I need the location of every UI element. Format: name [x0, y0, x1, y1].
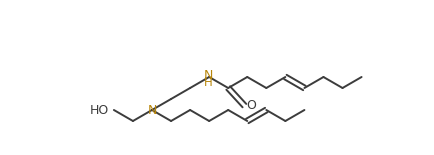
Text: HO: HO — [89, 104, 108, 117]
Text: H: H — [203, 77, 212, 89]
Text: N: N — [203, 69, 212, 82]
Text: O: O — [246, 99, 256, 112]
Text: N: N — [147, 104, 156, 117]
